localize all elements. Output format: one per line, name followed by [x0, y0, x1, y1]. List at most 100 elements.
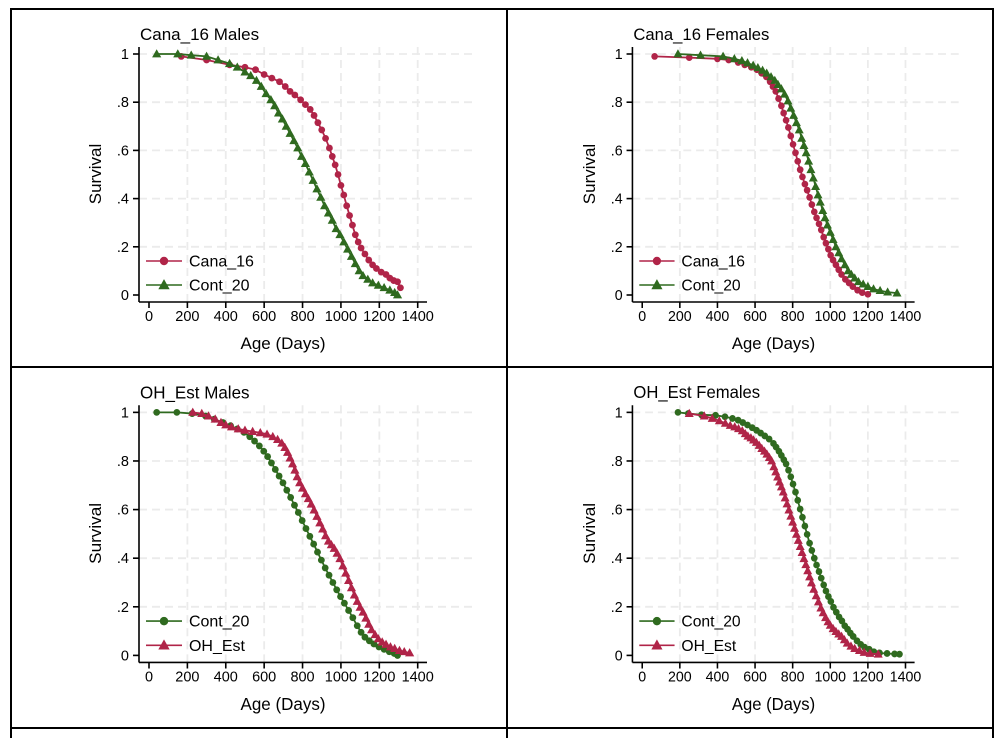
marker-triangle	[873, 649, 883, 658]
marker-triangle	[865, 648, 875, 657]
marker-circle	[772, 87, 780, 95]
x-tick-label: 400	[706, 309, 730, 325]
x-tick-label: 1200	[852, 309, 884, 325]
marker-triangle	[780, 89, 790, 98]
marker-triangle	[285, 128, 295, 137]
marker-triangle	[327, 215, 337, 224]
marker-triangle	[813, 190, 823, 199]
marker-triangle	[858, 279, 868, 288]
marker-triangle	[300, 158, 311, 168]
marker-circle	[803, 530, 811, 538]
y-tick-label: 0	[121, 288, 129, 304]
marker-triangle	[296, 151, 307, 160]
y-tick-label: .4	[611, 191, 623, 207]
marker-circle	[789, 480, 797, 488]
marker-triangle	[320, 201, 330, 210]
marker-circle	[801, 180, 809, 188]
marker-triangle	[363, 274, 373, 283]
marker-triangle	[790, 523, 800, 532]
marker-circle	[279, 479, 287, 487]
x-tick-label: 800	[290, 309, 314, 325]
marker-circle	[349, 614, 357, 622]
marker-triangle	[262, 429, 272, 438]
marker-circle	[714, 55, 721, 63]
marker-triangle	[152, 49, 162, 58]
marker-triangle	[892, 288, 902, 297]
marker-triangle	[793, 535, 803, 544]
y-tick-label: .2	[611, 240, 623, 256]
plot-area: 0 .2 .4 .6 .8 1 0 200 400 600 800 1000 1200 1400 Cana_…	[117, 47, 476, 325]
marker-triangle	[854, 645, 864, 654]
marker-triangle	[240, 67, 250, 76]
marker-triangle	[799, 140, 809, 149]
marker-triangle	[331, 223, 341, 233]
marker-triangle	[809, 584, 819, 593]
marker-circle	[281, 83, 289, 90]
marker-circle	[340, 599, 348, 607]
marker-circle	[896, 650, 903, 658]
series-markers-Cont_20	[673, 49, 902, 297]
y-axis-title: Survival	[580, 144, 599, 204]
marker-triangle	[364, 619, 374, 628]
marker-circle	[813, 214, 820, 222]
marker-triangle	[358, 607, 368, 616]
marker-circle	[321, 564, 329, 572]
marker-triangle	[221, 420, 231, 429]
marker-circle	[331, 161, 339, 169]
legend-label-Cana_16: Cana_16	[681, 253, 745, 270]
marker-triangle	[332, 548, 342, 557]
marker-triangle	[859, 647, 869, 656]
marker-triangle	[684, 408, 694, 418]
marker-circle	[827, 598, 835, 605]
y-tick-label: 1	[615, 47, 623, 63]
marker-circle	[318, 126, 326, 134]
marker-circle	[343, 202, 351, 210]
marker-circle	[361, 250, 369, 258]
marker-circle	[297, 96, 305, 104]
marker-circle	[822, 587, 830, 595]
marker-circle	[333, 586, 341, 594]
y-tick-label: .2	[117, 240, 129, 256]
x-tick-label: 0	[145, 309, 153, 325]
marker-circle	[815, 568, 823, 575]
marker-circle	[789, 140, 797, 148]
marker-triangle	[173, 49, 183, 58]
x-axis-title: Age (Days)	[732, 695, 815, 714]
x-tick-label: 800	[781, 309, 805, 325]
plot-area: 0 .2 .4 .6 .8 1 0 200 400 600 800 1000 1200 1400 Cont_…	[611, 405, 963, 686]
marker-triangle	[789, 110, 799, 119]
marker-circle	[291, 501, 298, 509]
marker-triangle	[822, 220, 832, 229]
marker-circle	[268, 459, 275, 467]
marker-triangle	[837, 254, 847, 263]
marker-triangle	[201, 51, 212, 60]
marker-circle	[765, 435, 773, 443]
marker-triangle	[158, 639, 170, 650]
marker-circle	[787, 132, 795, 140]
marker-circle	[322, 134, 329, 142]
marker-circle	[314, 548, 321, 556]
marker-triangle	[828, 234, 838, 243]
marker-circle	[283, 486, 291, 494]
marker-circle	[803, 186, 811, 194]
marker-circle	[294, 509, 302, 516]
marker-triangle	[797, 547, 807, 557]
marker-triangle	[367, 625, 377, 634]
y-tick-label: .4	[117, 551, 129, 567]
marker-triangle	[815, 197, 825, 206]
series-markers-Cont_20	[152, 49, 403, 299]
y-tick-label: .8	[117, 454, 129, 470]
marker-triangle	[850, 643, 860, 653]
legend-label-Cont_20: Cont_20	[189, 278, 250, 295]
y-tick-label: 1	[121, 47, 129, 63]
x-tick-label: 200	[668, 309, 692, 325]
marker-triangle	[834, 248, 844, 257]
marker-circle	[264, 453, 272, 461]
marker-circle	[306, 106, 314, 113]
next-row-sliver-left	[12, 729, 508, 738]
marker-circle	[291, 91, 299, 99]
marker-circle	[271, 466, 279, 473]
marker-triangle	[273, 434, 283, 444]
y-tick-label: .8	[611, 95, 623, 111]
